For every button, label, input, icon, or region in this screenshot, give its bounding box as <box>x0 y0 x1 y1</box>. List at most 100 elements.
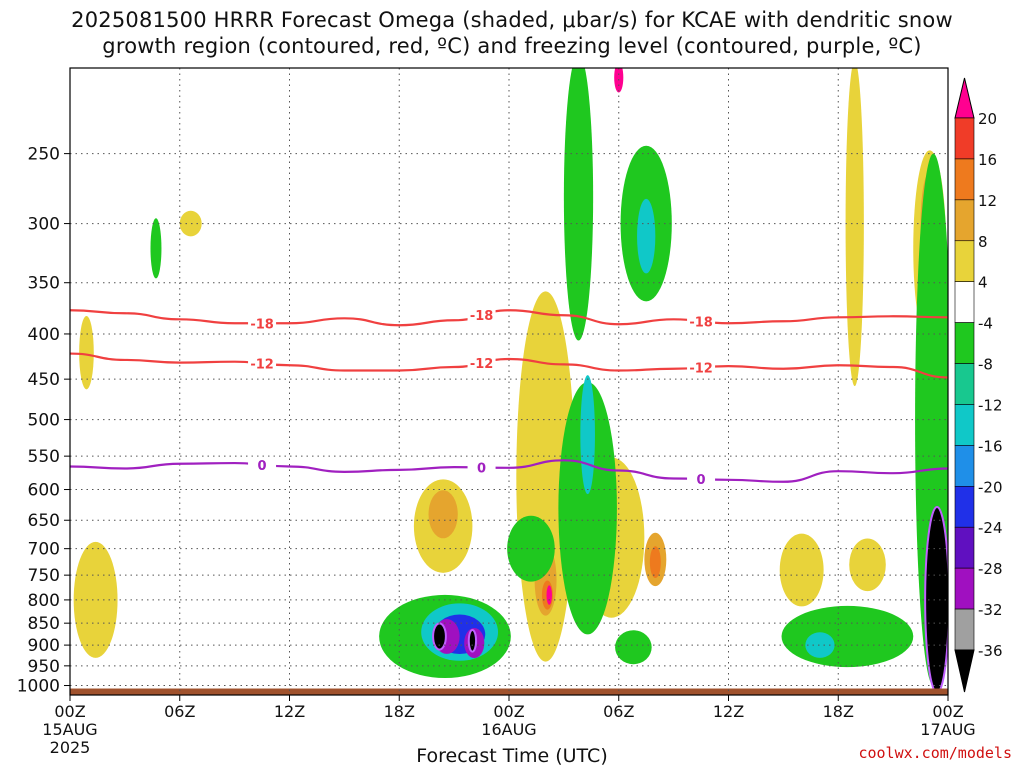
y-tick-label: 450 <box>28 370 60 390</box>
omega-region-18 <box>614 68 624 93</box>
contour-label: -18 <box>250 317 274 332</box>
omega-region-15 <box>649 546 661 579</box>
omega-region-8 <box>849 538 886 592</box>
y-tick-label: 900 <box>28 636 60 656</box>
omega-region-1 <box>79 316 94 390</box>
terrain-band <box>70 688 948 695</box>
colorbar-label: 16 <box>978 151 997 169</box>
omega-region-23 <box>507 515 555 582</box>
contour-line-0 <box>70 309 948 327</box>
omega-region-2 <box>73 541 118 658</box>
contour-label-bg <box>248 355 277 371</box>
colorbar-band <box>954 445 975 487</box>
x-tick-label: 00Z <box>493 702 524 721</box>
colorbar-band <box>954 404 975 446</box>
terrain-fill <box>70 688 948 695</box>
contour-label: 0 <box>258 459 267 474</box>
x-tick-label: 12Z <box>274 702 305 721</box>
colorbar-top-arrow <box>954 77 975 119</box>
x-tick-label: 00Z <box>54 702 85 721</box>
x-axis-label: Forecast Time (UTC) <box>416 745 608 767</box>
contour-label-bg <box>687 313 716 329</box>
x-tick-label: 18Z <box>384 702 415 721</box>
y-tick-label: 250 <box>28 145 60 165</box>
colorbar-bottom-arrow <box>954 649 975 693</box>
colorbar-band <box>954 158 975 201</box>
y-tick-label: 850 <box>28 614 60 634</box>
contour-line-2 <box>70 459 948 483</box>
colorbar-label: 20 <box>978 110 997 128</box>
omega-region-30 <box>580 375 595 495</box>
colorbar: 20 16 12 8 4 -4 -8 -12 -16 -20 -24 -28 -32 -36 <box>954 77 1003 693</box>
contour-label-bg <box>467 307 496 323</box>
colorbar-label: -4 <box>978 315 993 333</box>
omega-region-20 <box>563 68 594 341</box>
x-tick-label: 06Z <box>603 702 634 721</box>
omega-region-27 <box>615 630 652 665</box>
omega-region-19 <box>150 218 162 279</box>
y-tick-label: 550 <box>28 447 60 467</box>
omega-region-31 <box>805 632 835 658</box>
colorbar-label: 12 <box>978 192 997 210</box>
y-tick-label: 400 <box>28 325 60 345</box>
colorbar-band <box>954 608 975 651</box>
contour-label: -12 <box>689 361 713 376</box>
y-tick-label: 500 <box>28 411 60 431</box>
grid-lines <box>69 68 949 695</box>
colorbar-band <box>954 567 975 610</box>
contour-label-bg <box>467 355 496 371</box>
x-tick-label: 00Z <box>932 702 963 721</box>
colorbar-band <box>954 363 975 405</box>
contour-label-bg <box>467 459 496 475</box>
chart-title-line2: growth region (contoured, red, ºC) and f… <box>102 34 922 58</box>
omega-shaded-regions <box>73 68 948 694</box>
credit-text: coolwx.com/models <box>858 744 1012 762</box>
colorbar-band <box>954 322 975 364</box>
x-tick-date: 16AUG <box>481 720 536 739</box>
chart-title-line1: 2025081500 HRRR Forecast Omega (shaded, … <box>71 8 953 32</box>
colorbar-label: -8 <box>978 356 993 374</box>
contour-lines: -18 -18 -18 -12 -12 -12 0 0 0 <box>70 307 948 488</box>
omega-region-7 <box>779 533 824 607</box>
contour-label: -18 <box>689 315 713 330</box>
contour-label: -12 <box>470 357 494 372</box>
y-tick-label: 600 <box>28 481 60 501</box>
omega-region-25 <box>781 605 914 668</box>
omega-region-22 <box>558 382 617 635</box>
contour-label-bg <box>248 315 277 331</box>
colorbar-label: -16 <box>978 437 1003 455</box>
y-tick-label: 800 <box>28 591 60 611</box>
contour-label-bg <box>687 359 716 375</box>
omega-region-0 <box>179 210 202 237</box>
omega-region-35 <box>432 622 447 651</box>
colorbar-label: -12 <box>978 396 1003 414</box>
omega-region-10 <box>428 490 458 539</box>
x-tick-date: 15AUG <box>42 720 97 739</box>
colorbar-band <box>954 526 975 569</box>
colorbar-band <box>954 240 975 282</box>
colorbar-band <box>954 486 975 528</box>
omega-region-16 <box>546 585 552 605</box>
y-tick-label: 350 <box>28 274 60 294</box>
y-tick-label: 1000 <box>17 677 60 697</box>
y-tick-label: 700 <box>28 540 60 560</box>
contour-label: -18 <box>470 309 494 324</box>
colorbar-band <box>954 117 975 160</box>
y-tick-label: 750 <box>28 566 60 586</box>
omega-region-29 <box>637 198 656 274</box>
colorbar-label: -36 <box>978 642 1003 660</box>
y-tick-label: 650 <box>28 511 60 531</box>
x-tick-year: 2025 <box>50 738 91 757</box>
colorbar-label: 4 <box>978 274 988 292</box>
contour-line-1 <box>70 352 948 379</box>
x-tick-label: 06Z <box>164 702 195 721</box>
colorbar-label: -28 <box>978 560 1003 578</box>
y-tick-label: 950 <box>28 657 60 677</box>
omega-region-6 <box>845 68 864 387</box>
contour-label: 0 <box>477 461 486 476</box>
colorbar-label: -24 <box>978 519 1003 537</box>
colorbar-band <box>954 199 975 242</box>
colorbar-label: -20 <box>978 478 1003 496</box>
